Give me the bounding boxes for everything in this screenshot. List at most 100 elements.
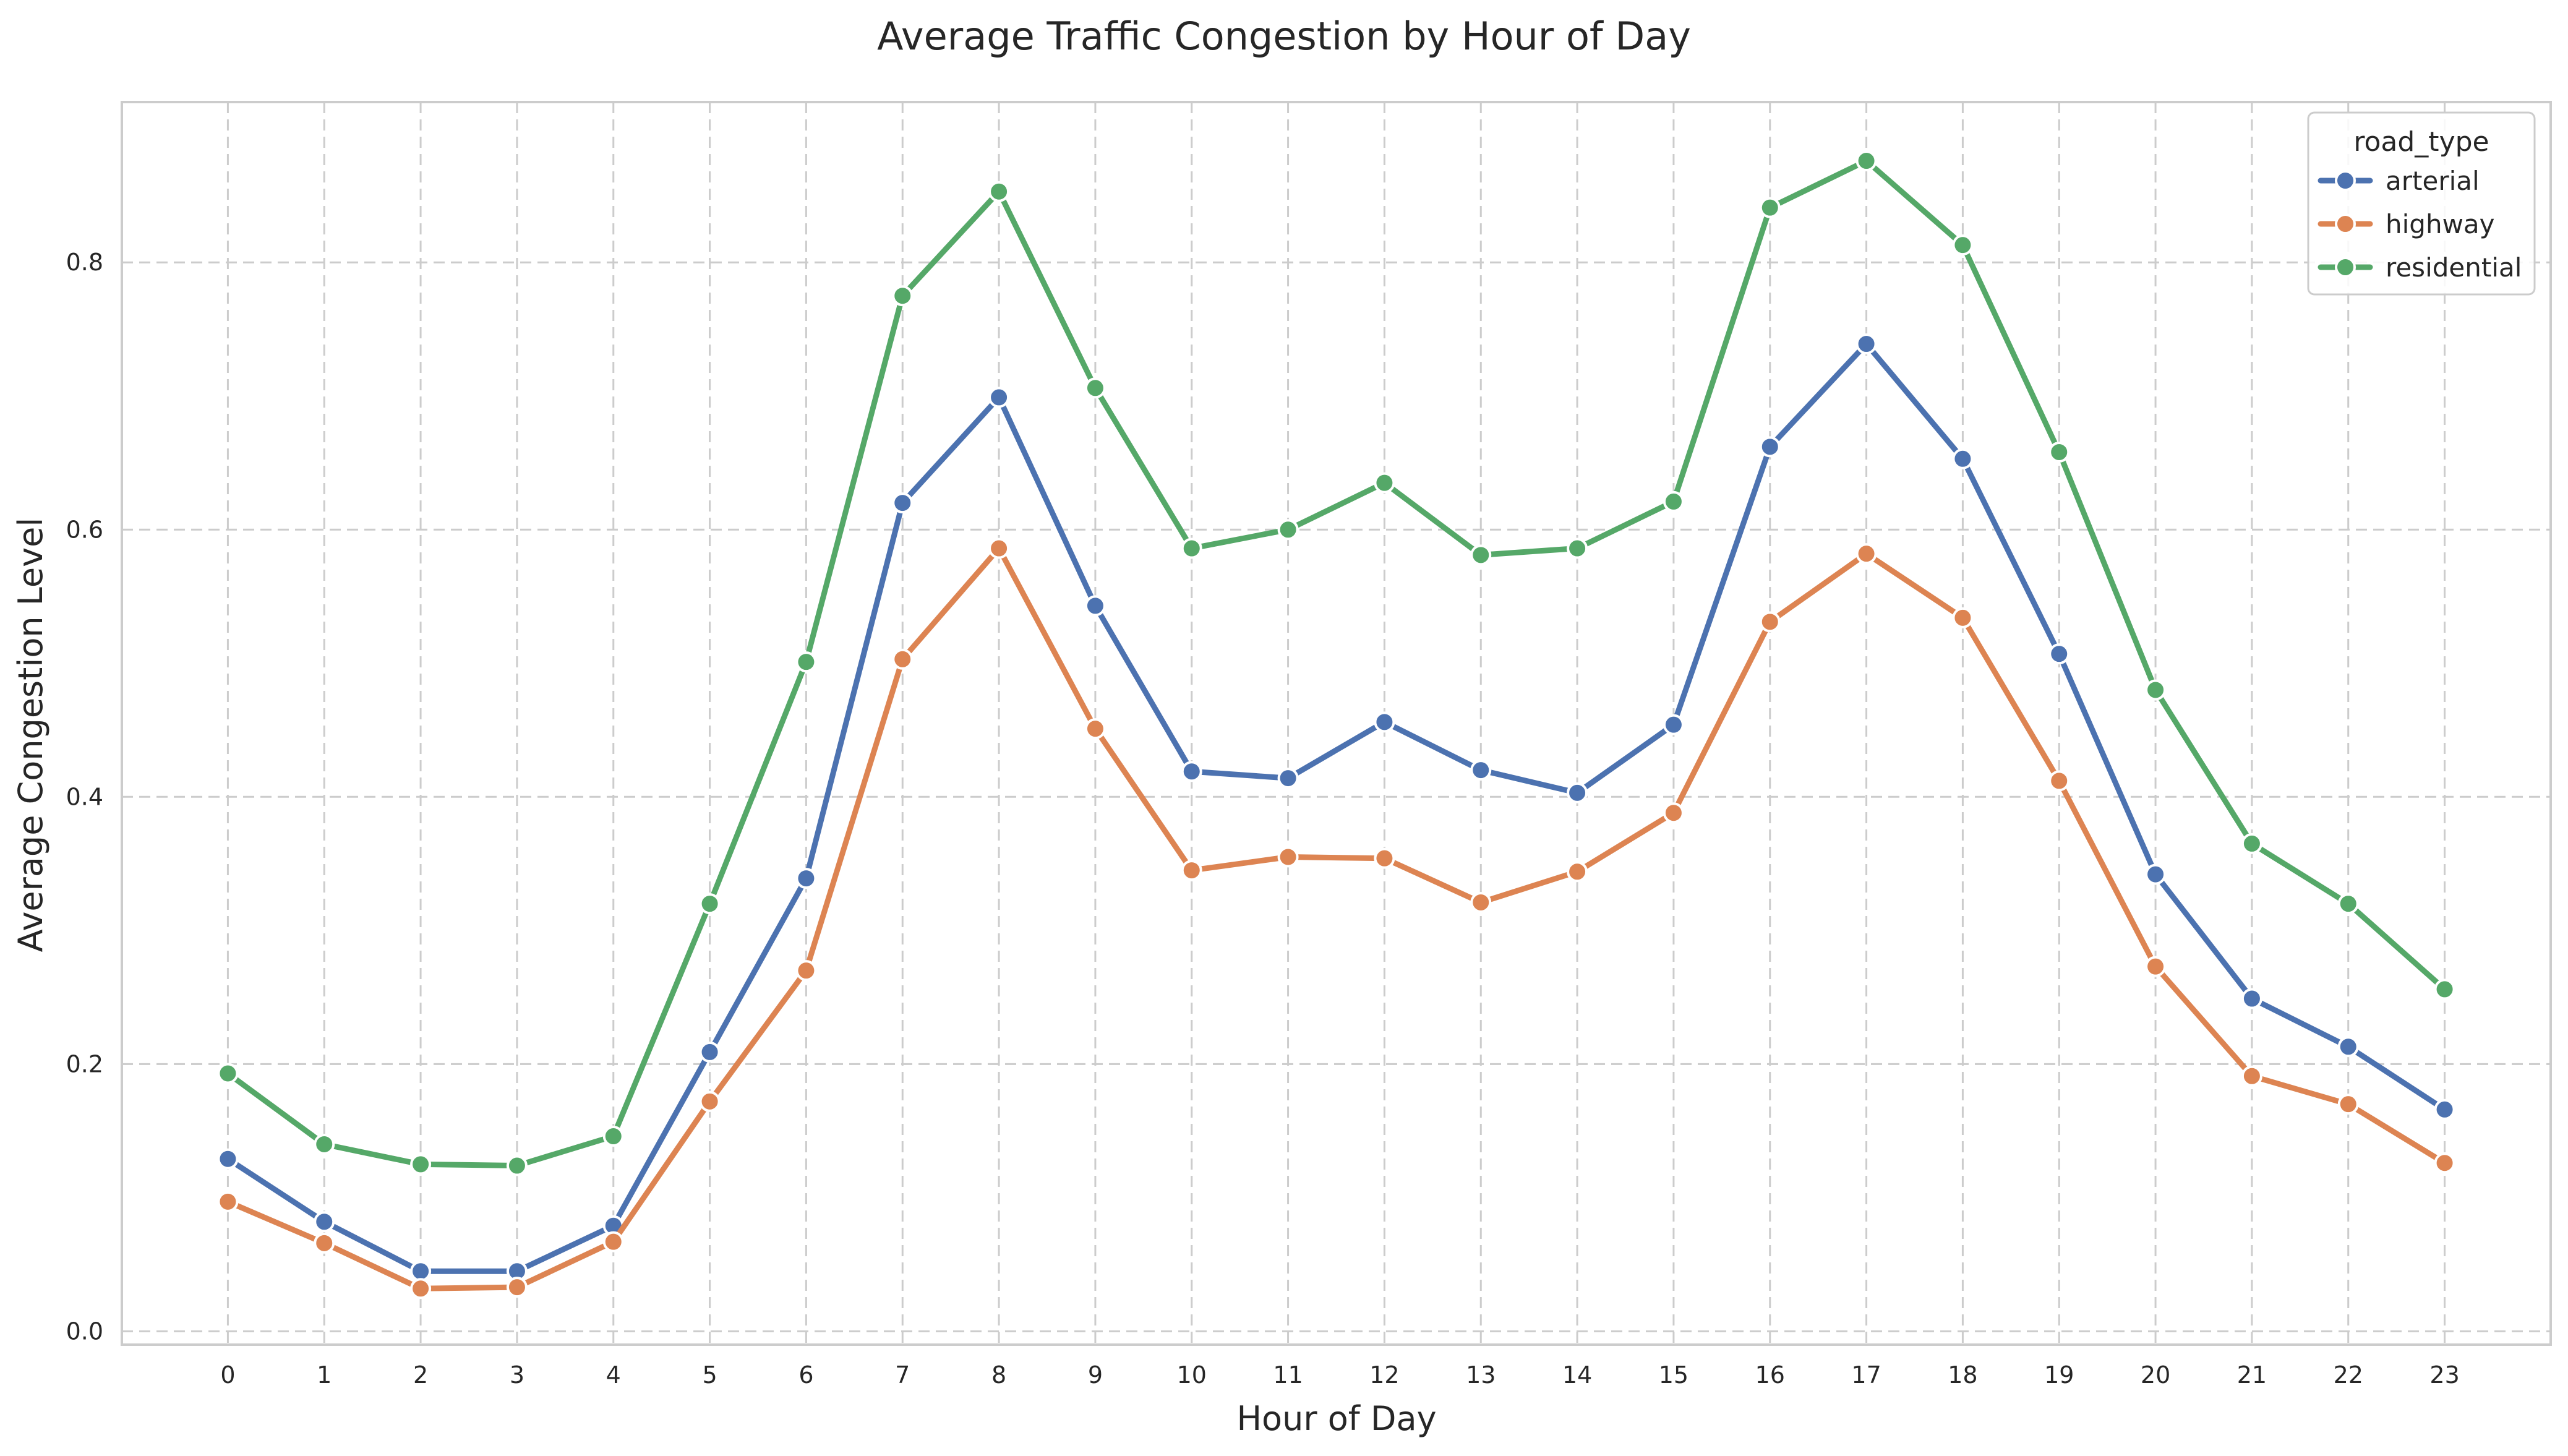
- y-tick-label: 0.6: [66, 516, 103, 543]
- x-tick-label: 0: [220, 1361, 235, 1389]
- x-tick-label: 4: [606, 1361, 621, 1389]
- data-point-residential: [602, 1126, 624, 1147]
- data-point-arterial: [314, 1211, 335, 1233]
- x-tick-label: 2: [413, 1361, 428, 1389]
- legend-label: arterial: [2386, 166, 2480, 196]
- data-point-residential: [2241, 833, 2262, 854]
- data-point-arterial: [2434, 1098, 2455, 1120]
- x-tick-label: 13: [1466, 1361, 1496, 1389]
- x-tick-label: 20: [2141, 1361, 2170, 1389]
- data-point-highway: [1855, 543, 1877, 565]
- data-point-residential: [1759, 197, 1781, 218]
- data-point-arterial: [795, 868, 817, 889]
- data-point-arterial: [1084, 595, 1106, 617]
- data-point-arterial: [410, 1261, 432, 1282]
- data-point-highway: [2337, 1094, 2359, 1115]
- data-point-highway: [1470, 891, 1492, 913]
- data-point-residential: [2337, 893, 2359, 915]
- data-point-residential: [1567, 537, 1588, 559]
- series-line-highway: [225, 546, 2448, 1291]
- data-point-residential: [410, 1154, 432, 1175]
- data-point-residential: [2434, 979, 2455, 1000]
- legend-title: road_type: [2353, 126, 2489, 158]
- data-point-highway: [1181, 860, 1202, 881]
- series-line-residential: [225, 158, 2448, 1168]
- data-point-residential: [314, 1133, 335, 1155]
- data-point-residential: [1952, 234, 1974, 256]
- data-point-residential: [2145, 679, 2167, 701]
- data-point-highway: [1084, 718, 1106, 740]
- y-tick-label: 0.8: [66, 249, 103, 276]
- x-tick-label: 16: [1755, 1361, 1785, 1389]
- grid: [122, 102, 2551, 1345]
- y-axis-label: Average Congestion Level: [11, 518, 50, 953]
- x-axis-label: Hour of Day: [1236, 1399, 1436, 1438]
- data-point-highway: [1759, 611, 1781, 633]
- series-residential: [217, 150, 2455, 1176]
- data-point-residential: [217, 1063, 239, 1084]
- data-point-arterial: [1181, 761, 1202, 782]
- x-tick-label: 23: [2429, 1361, 2459, 1389]
- x-tick-label: 10: [1177, 1361, 1207, 1389]
- x-tick-label: 18: [1948, 1361, 1977, 1389]
- data-point-arterial: [1277, 768, 1299, 789]
- x-tick-label: 7: [895, 1361, 910, 1389]
- x-tick-label: 5: [702, 1361, 717, 1389]
- plot-frame: [121, 101, 2552, 1346]
- data-point-highway: [988, 537, 1010, 559]
- series-highway: [217, 537, 2455, 1300]
- data-point-highway: [410, 1278, 432, 1300]
- data-point-arterial: [1470, 760, 1492, 781]
- data-point-arterial: [1374, 711, 1395, 733]
- data-point-residential: [1470, 544, 1492, 566]
- data-point-arterial: [1759, 436, 1781, 458]
- x-tick-label: 15: [1659, 1361, 1688, 1389]
- chart-title: Average Traffic Congestion by Hour of Da…: [877, 14, 1691, 59]
- data-point-highway: [217, 1191, 239, 1212]
- y-tick-label: 0.4: [66, 783, 103, 810]
- data-point-residential: [892, 285, 914, 307]
- data-point-highway: [892, 648, 914, 670]
- y-tick-label: 0.0: [66, 1317, 103, 1345]
- data-point-arterial: [892, 492, 914, 514]
- x-tick-label: 21: [2237, 1361, 2267, 1389]
- x-tick-label: 17: [1851, 1361, 1881, 1389]
- legend-item-highway: highway: [2318, 209, 2495, 239]
- data-point-arterial: [2145, 863, 2167, 885]
- legend-label: highway: [2386, 209, 2495, 239]
- data-point-highway: [795, 960, 817, 982]
- data-point-arterial: [1952, 448, 1974, 469]
- data-point-arterial: [1855, 333, 1877, 354]
- data-point-highway: [1374, 847, 1395, 869]
- x-tick-label: 11: [1273, 1361, 1303, 1389]
- series-line-arterial: [225, 341, 2448, 1274]
- y-tick-label: 0.2: [66, 1050, 103, 1077]
- data-point-residential: [1181, 537, 1202, 559]
- data-point-residential: [1374, 472, 1395, 494]
- data-point-highway: [1952, 607, 1974, 628]
- legend-box: [2307, 111, 2536, 296]
- data-point-arterial: [1567, 782, 1588, 803]
- axis-ticks: 0 1 2 3 4 5 6 7 8 9 10 11 12 13 14 15 16 17 18 19 20 21 22 230.…: [66, 249, 2460, 1389]
- data-point-arterial: [2337, 1036, 2359, 1058]
- x-tick-label: 1: [317, 1361, 332, 1389]
- x-tick-label: 19: [2044, 1361, 2074, 1389]
- x-tick-label: 3: [510, 1361, 524, 1389]
- legend-marker: [2335, 257, 2356, 278]
- data-point-arterial: [988, 387, 1010, 408]
- data-point-highway: [506, 1277, 528, 1298]
- data-point-residential: [1084, 377, 1106, 399]
- data-point-highway: [314, 1232, 335, 1254]
- x-tick-label: 14: [1562, 1361, 1592, 1389]
- data-point-residential: [1855, 150, 1877, 172]
- data-point-residential: [506, 1155, 528, 1176]
- data-point-residential: [2048, 441, 2070, 463]
- data-point-highway: [1277, 846, 1299, 868]
- data-point-residential: [795, 651, 817, 673]
- data-point-residential: [699, 893, 721, 915]
- legend-item-residential: residential: [2318, 252, 2522, 283]
- x-tick-label: 8: [991, 1361, 1006, 1389]
- data-point-arterial: [217, 1148, 239, 1170]
